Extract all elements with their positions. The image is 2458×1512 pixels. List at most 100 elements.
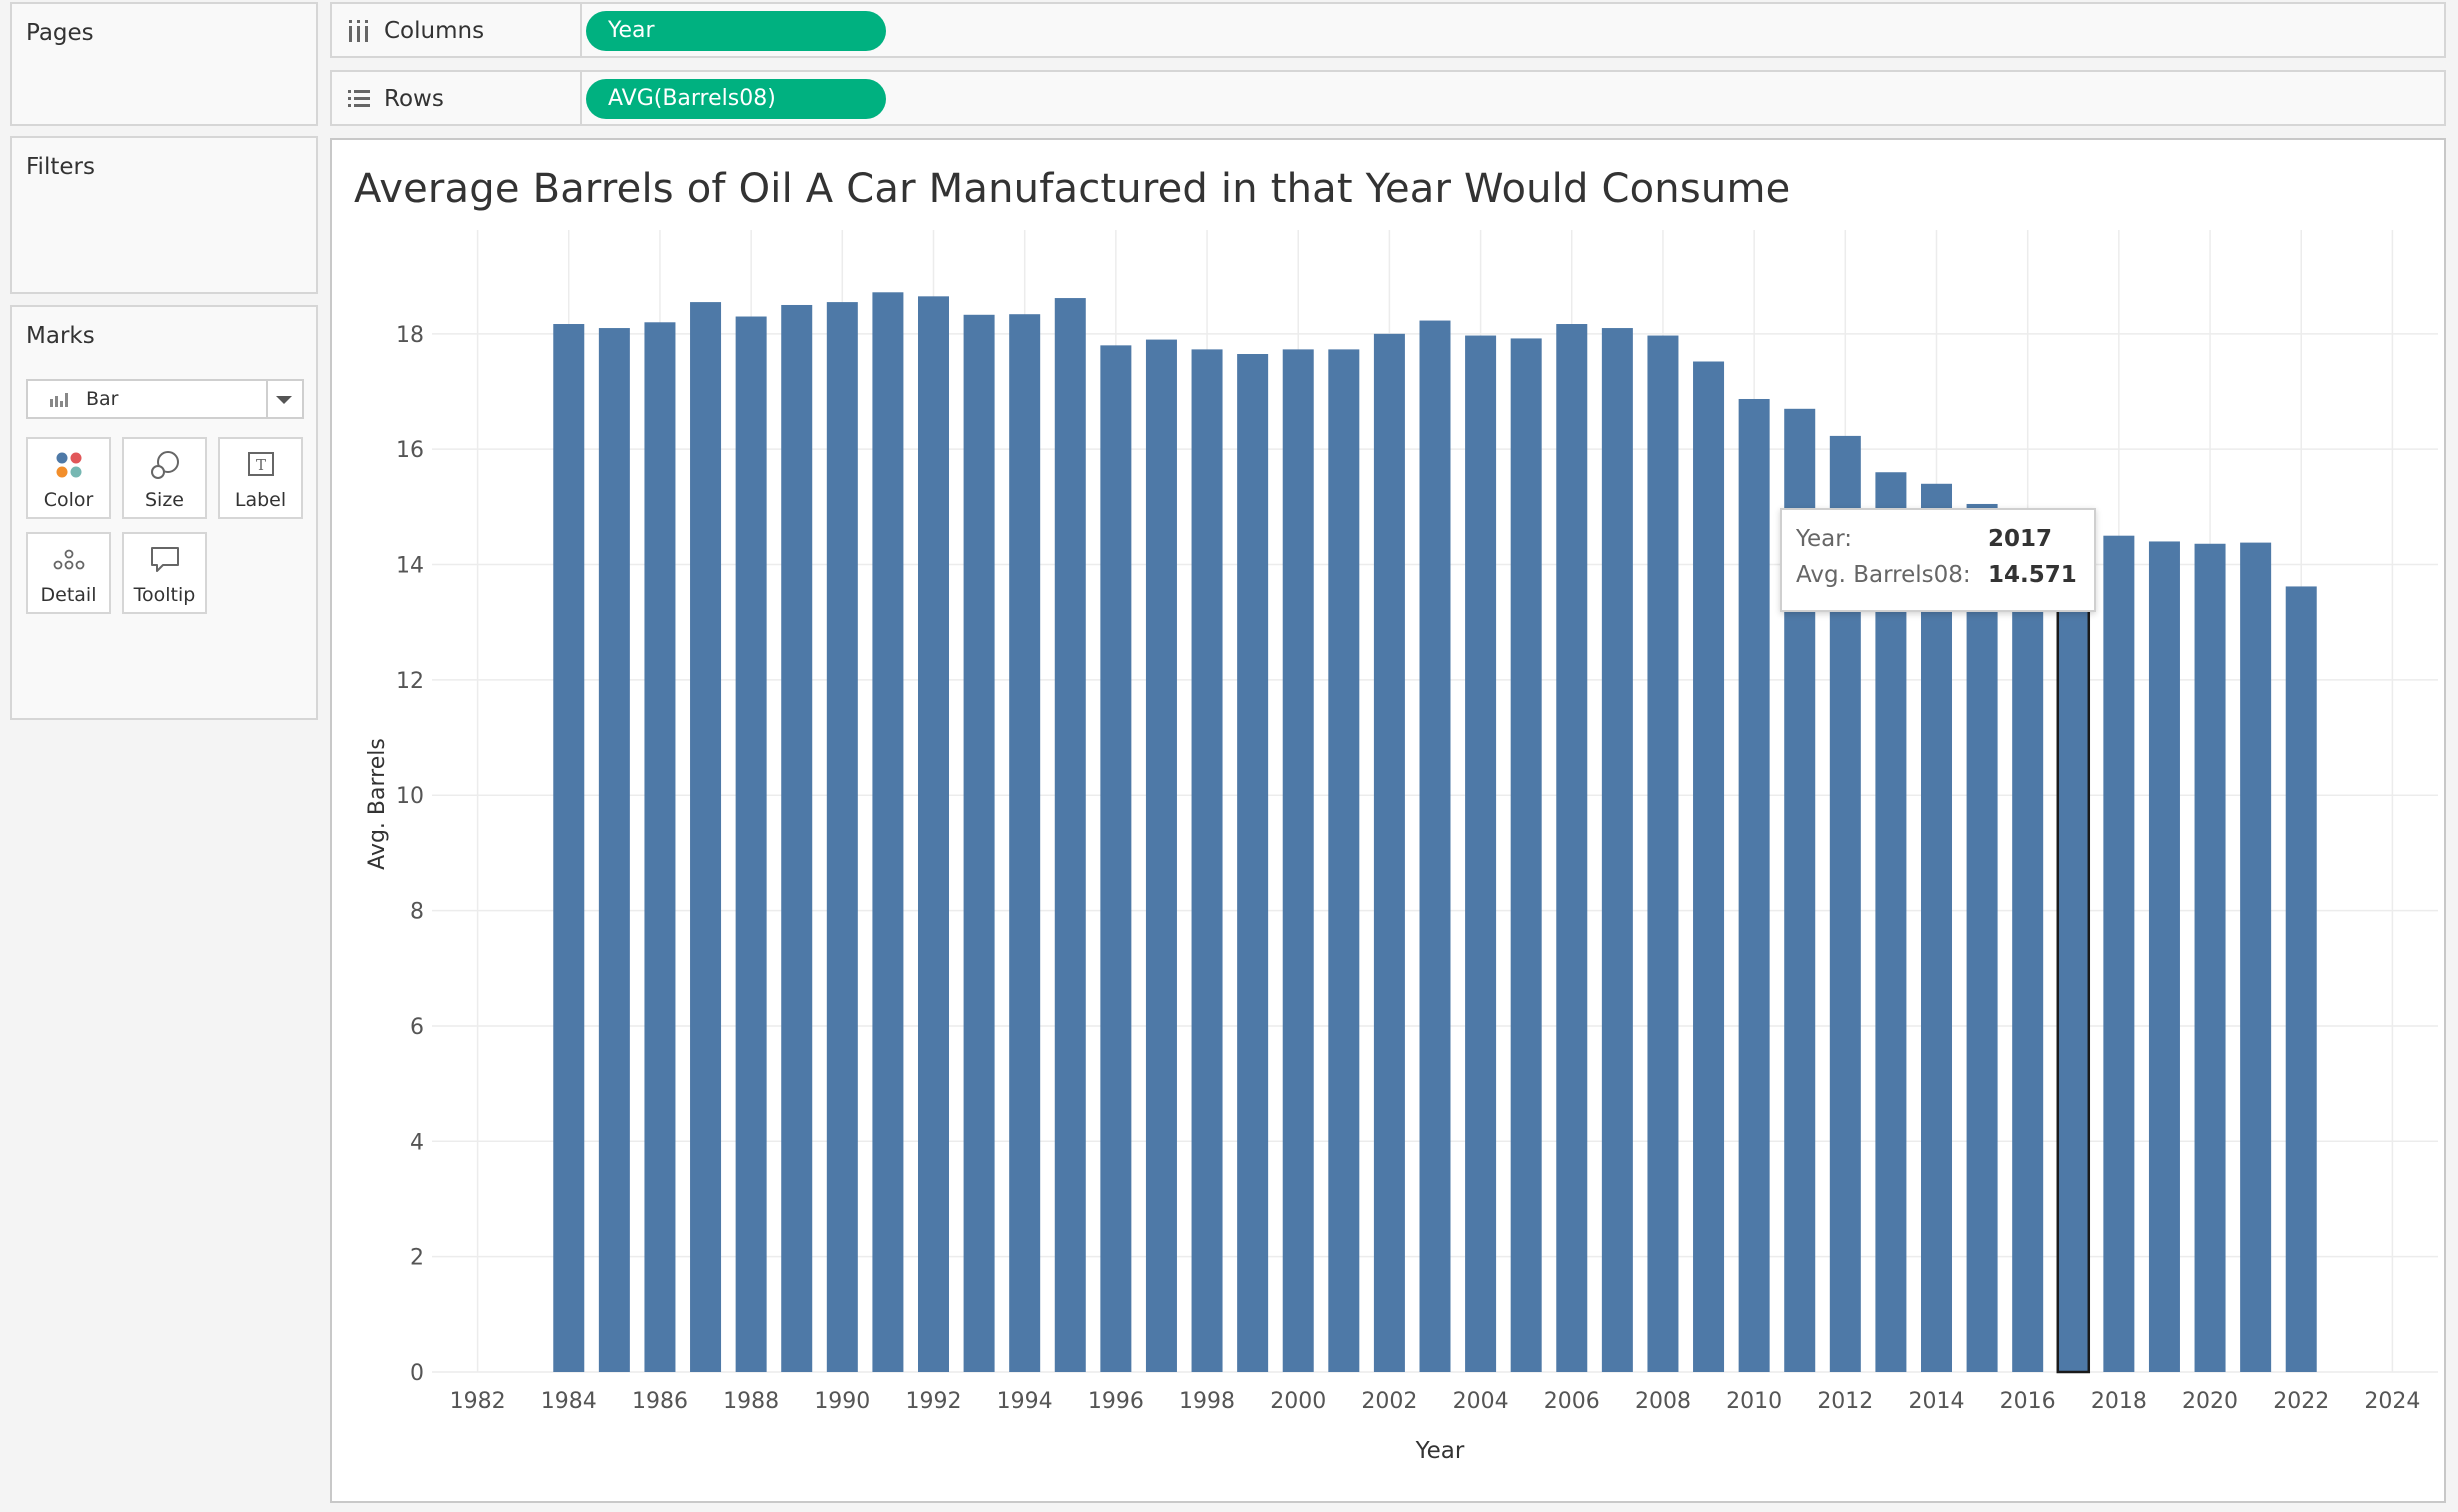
bar-2006[interactable]	[1556, 324, 1588, 1372]
bar-2002[interactable]	[1373, 333, 1405, 1373]
x-tick-label: 1994	[997, 1389, 1053, 1414]
x-tick-label: 1996	[1088, 1389, 1144, 1414]
color-button-label: Color	[43, 489, 94, 511]
pages-card[interactable]: Pages	[10, 2, 318, 126]
tooltip-year-value: 2017	[1988, 526, 2053, 552]
x-tick-label: 1992	[906, 1389, 962, 1414]
size-button[interactable]: Size	[122, 437, 207, 519]
bar-1990[interactable]	[826, 302, 858, 1372]
x-tick-label: 2016	[2000, 1389, 2056, 1414]
bar-1995[interactable]	[1054, 298, 1086, 1372]
bar-2004[interactable]	[1465, 335, 1497, 1372]
rows-shelf[interactable]: Rows AVG(Barrels08)	[330, 70, 2446, 126]
size-circles-icon	[124, 449, 205, 481]
bar-2016[interactable]	[2012, 532, 2044, 1372]
y-axis-title: Avg. Barrels	[365, 738, 390, 870]
bar-2017[interactable]	[2056, 530, 2091, 1374]
bar-2007[interactable]	[1601, 328, 1633, 1372]
marks-card: Marks Bar Color Size	[10, 305, 318, 720]
bar-2001[interactable]	[1328, 349, 1360, 1372]
bar-1987[interactable]	[690, 302, 722, 1372]
y-axis-ticks: 0 2 4 6 8 10 12 14 16 18	[396, 323, 424, 1386]
bar-1998[interactable]	[1191, 349, 1223, 1372]
bar-2019[interactable]	[2148, 541, 2180, 1372]
x-tick-label: 1998	[1179, 1389, 1235, 1414]
svg-text:T: T	[255, 456, 265, 474]
y-tick-label: 10	[396, 784, 424, 809]
x-tick-label: 2018	[2091, 1389, 2147, 1414]
columns-icon	[349, 20, 368, 42]
tooltip-year-row: Year: 2017	[1796, 526, 2052, 552]
bar-1985[interactable]	[598, 328, 630, 1372]
bar-1996[interactable]	[1100, 345, 1132, 1372]
chevron-down-icon[interactable]	[276, 396, 292, 404]
y-tick-label: 14	[396, 554, 424, 579]
bar-chart-icon	[50, 393, 68, 407]
bar-2009[interactable]	[1693, 361, 1725, 1372]
x-tick-label: 1990	[814, 1389, 870, 1414]
view-card: Average Barrels of Oil A Car Manufacture…	[330, 138, 2446, 1503]
color-dots-icon	[28, 449, 109, 481]
bar-1989[interactable]	[781, 304, 813, 1373]
x-tick-label: 1988	[723, 1389, 779, 1414]
tooltip-button[interactable]: Tooltip	[122, 532, 207, 614]
filters-card[interactable]: Filters	[10, 136, 318, 294]
bar-2013[interactable]	[1875, 472, 1907, 1372]
x-tick-label: 2022	[2273, 1389, 2329, 1414]
bar-2015[interactable]	[1966, 503, 1998, 1372]
bar-2003[interactable]	[1419, 320, 1451, 1373]
x-tick-label: 1984	[541, 1389, 597, 1414]
color-button[interactable]: Color	[26, 437, 111, 519]
rows-icon	[348, 90, 370, 107]
bar-1999[interactable]	[1237, 354, 1269, 1372]
bar-1986[interactable]	[644, 322, 676, 1372]
bar-1993[interactable]	[963, 314, 995, 1372]
detail-dots-icon	[28, 544, 109, 576]
filters-title: Filters	[26, 154, 95, 180]
y-tick-label: 18	[396, 323, 424, 348]
bar-1984[interactable]	[553, 324, 585, 1372]
bar-2022[interactable]	[2285, 586, 2317, 1372]
x-tick-label: 2008	[1635, 1389, 1691, 1414]
bar-2008[interactable]	[1647, 335, 1679, 1372]
bar-2005[interactable]	[1510, 338, 1542, 1372]
text-label-icon: T	[220, 449, 301, 481]
tooltip-year-key: Year:	[1796, 526, 1853, 552]
label-button[interactable]: T Label	[218, 437, 303, 519]
bar-2018[interactable]	[2103, 535, 2135, 1372]
avg-barrels-pill[interactable]: AVG(Barrels08)	[586, 79, 886, 119]
bar-2020[interactable]	[2194, 543, 2226, 1372]
bar-2010[interactable]	[1738, 398, 1770, 1372]
x-tick-label: 2002	[1361, 1389, 1417, 1414]
bar-2000[interactable]	[1282, 349, 1314, 1372]
bar-1991[interactable]	[872, 292, 904, 1372]
x-tick-label: 2004	[1453, 1389, 1509, 1414]
y-tick-label: 8	[410, 900, 424, 925]
x-tick-label: 1982	[450, 1389, 506, 1414]
y-tick-label: 0	[410, 1361, 424, 1386]
shelf-separator	[580, 72, 582, 124]
bar-2014[interactable]	[1920, 483, 1953, 1372]
bar-1994[interactable]	[1009, 314, 1041, 1373]
bar-1988[interactable]	[735, 316, 767, 1372]
mark-type-dropdown[interactable]: Bar	[26, 379, 304, 419]
chart-title: Average Barrels of Oil A Car Manufacture…	[354, 166, 1791, 212]
speech-bubble-icon	[124, 544, 205, 576]
year-pill[interactable]: Year	[586, 11, 886, 51]
tooltip-value-key: Avg. Barrels08:	[1796, 562, 1971, 588]
tooltip-popup: Year: 2017 Avg. Barrels08: 14.571	[1780, 508, 2096, 612]
y-tick-label: 2	[410, 1246, 424, 1271]
bar-2021[interactable]	[2240, 542, 2272, 1372]
x-tick-label: 2006	[1544, 1389, 1600, 1414]
columns-shelf[interactable]: Columns Year	[330, 2, 2446, 58]
tooltip-value-value: 14.571	[1988, 562, 2077, 588]
x-tick-label: 2012	[1817, 1389, 1873, 1414]
x-tick-label: 2000	[1270, 1389, 1326, 1414]
x-tick-label: 2020	[2182, 1389, 2238, 1414]
bar-1997[interactable]	[1145, 339, 1177, 1372]
bar-chart: 0 2 4 6 8 10 12 14 16 18 1982 1984 1986 1988 1990 1992…	[365, 230, 2438, 1464]
detail-button[interactable]: Detail	[26, 532, 111, 614]
bar-1992[interactable]	[917, 296, 950, 1373]
y-tick-label: 6	[410, 1015, 424, 1040]
rows-label: Rows	[384, 86, 444, 112]
